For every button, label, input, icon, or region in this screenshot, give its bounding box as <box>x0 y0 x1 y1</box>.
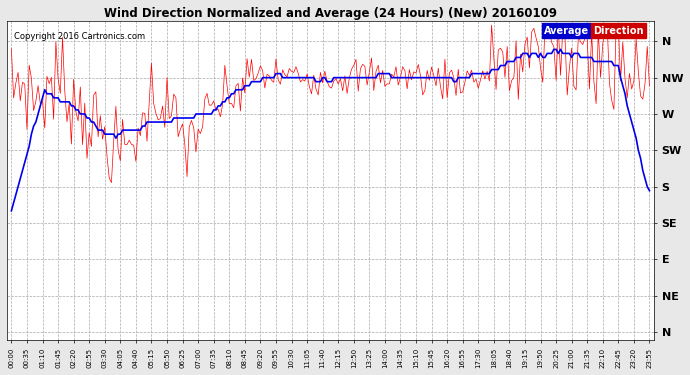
Text: Direction: Direction <box>593 26 644 36</box>
Text: Copyright 2016 Cartronics.com: Copyright 2016 Cartronics.com <box>14 32 145 41</box>
Title: Wind Direction Normalized and Average (24 Hours) (New) 20160109: Wind Direction Normalized and Average (2… <box>104 7 557 20</box>
Text: Average: Average <box>544 26 589 36</box>
